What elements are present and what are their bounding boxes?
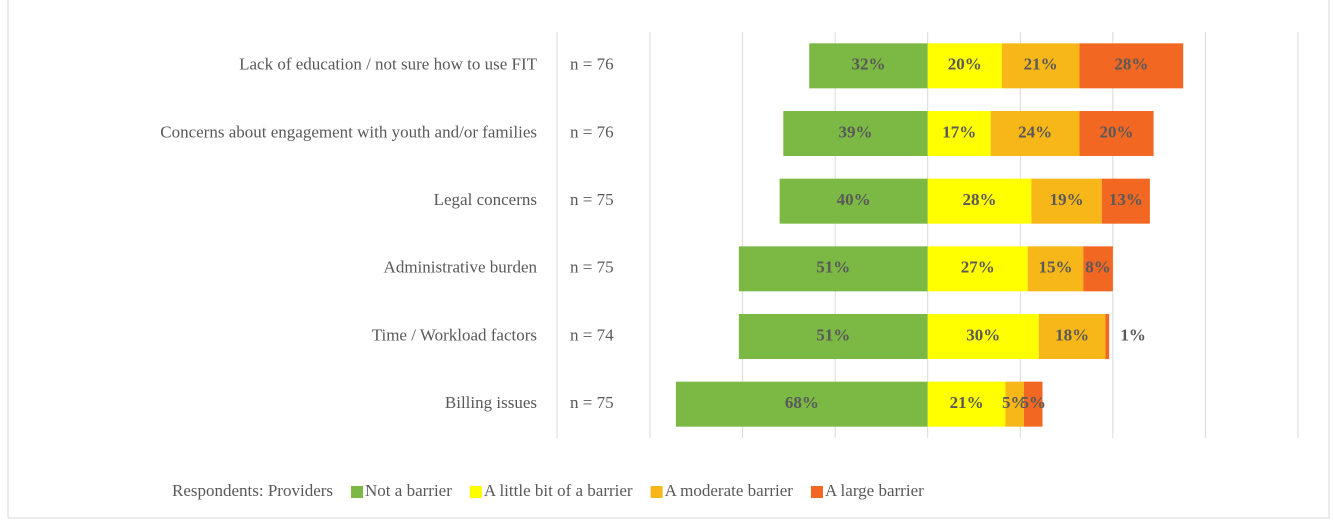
value-label: 20%: [1100, 122, 1134, 141]
legend-label: A large barrier: [825, 481, 924, 500]
bar-segment: [927, 314, 1039, 359]
value-label: 32%: [851, 55, 885, 74]
category-label: Concerns about engagement with youth and…: [160, 122, 537, 141]
bar-segment: [738, 246, 928, 292]
legend-title: Respondents: Providers: [172, 481, 333, 500]
value-label: 28%: [1114, 55, 1148, 74]
bar-segment: [1031, 178, 1102, 224]
value-label: 5%: [1020, 393, 1046, 412]
category-label: Administrative burden: [384, 258, 538, 277]
value-label: 28%: [963, 190, 997, 209]
value-label: 20%: [948, 55, 982, 74]
value-label: 21%: [1024, 55, 1058, 74]
bar-segment: [1083, 246, 1113, 292]
bar-segment: [738, 314, 928, 359]
value-label: 15%: [1038, 258, 1072, 277]
value-label: 1%: [1120, 325, 1146, 344]
value-label: 18%: [1055, 325, 1089, 344]
bar-segment: [990, 111, 1080, 156]
legend-swatch: [351, 486, 364, 498]
value-label: 51%: [816, 325, 850, 344]
value-label: 24%: [1018, 122, 1052, 141]
bar-segment: [1105, 314, 1110, 359]
bar-segment: [1023, 381, 1043, 427]
chart-border: [7, 0, 1330, 519]
bar-segment: [1101, 178, 1150, 224]
value-label: 8%: [1085, 258, 1111, 277]
category-label: Legal concerns: [434, 190, 537, 209]
legend-swatch: [469, 486, 482, 498]
value-label: 19%: [1050, 190, 1084, 209]
bar-segment: [927, 246, 1028, 292]
legend-swatch: [650, 486, 663, 498]
value-label: 51%: [816, 258, 850, 277]
bar-segment: [1005, 381, 1024, 427]
value-label: 27%: [961, 258, 995, 277]
legend-label: A little bit of a barrier: [484, 481, 633, 500]
value-label: 13%: [1109, 190, 1143, 209]
bar-segment: [779, 178, 928, 224]
bar-segment: [927, 381, 1006, 427]
category-label: Time / Workload factors: [372, 325, 537, 344]
n-label: n = 76: [570, 122, 614, 141]
legend-label: A moderate barrier: [665, 481, 794, 500]
n-label: n = 74: [570, 325, 614, 344]
n-label: n = 75: [570, 393, 614, 412]
legend-swatch: [810, 486, 823, 498]
value-label: 39%: [839, 122, 873, 141]
value-label: 5%: [1002, 393, 1028, 412]
value-label: 21%: [950, 393, 984, 412]
category-label: Billing issues: [445, 393, 537, 412]
bar-segment: [1027, 246, 1084, 292]
category-label: Lack of education / not sure how to use …: [239, 55, 538, 74]
legend-label: Not a barrier: [365, 481, 452, 500]
bar-segment: [927, 178, 1032, 224]
value-label: 68%: [785, 393, 819, 412]
bar-segment: [1038, 314, 1106, 359]
n-label: n = 75: [570, 258, 614, 277]
bar-segment: [927, 43, 1002, 89]
value-label: 40%: [837, 190, 871, 209]
bar-segment: [809, 43, 928, 89]
n-label: n = 76: [570, 55, 614, 74]
value-label: 30%: [966, 325, 1000, 344]
bar-segment: [783, 111, 928, 156]
value-label: 17%: [942, 122, 976, 141]
n-label: n = 75: [570, 190, 614, 209]
bar-segment: [1079, 43, 1184, 89]
bar-segment: [927, 111, 991, 156]
bar-segment: [1001, 43, 1080, 89]
bar-segment: [675, 381, 928, 427]
bar-segment: [1079, 111, 1154, 156]
